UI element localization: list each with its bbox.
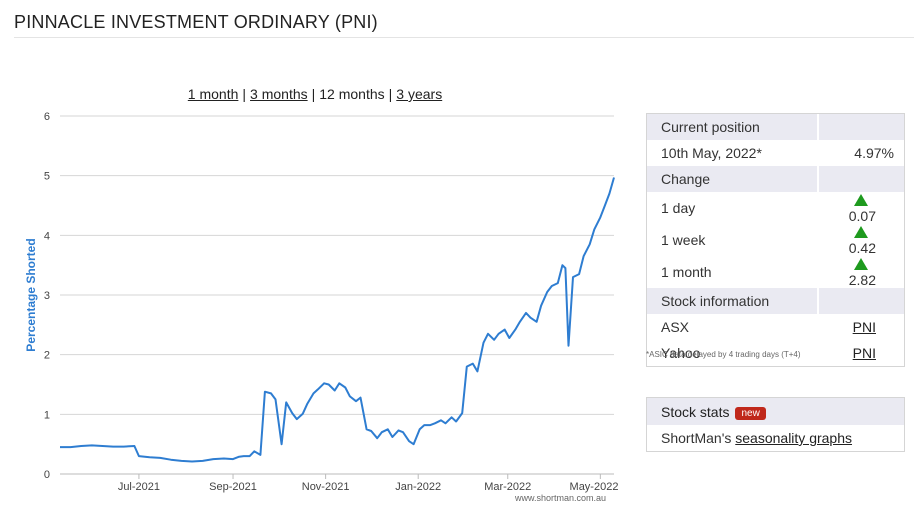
- header-filler: [818, 288, 904, 314]
- stock-info-row-yahoo: Yahoo PNI: [647, 340, 904, 366]
- short-percentage-line: [60, 177, 615, 463]
- header-filler: [818, 114, 904, 140]
- y-tick-label: 1: [44, 409, 50, 421]
- current-position-header: Current position: [647, 114, 904, 140]
- change-row-1-month: 1 month 2.82: [647, 256, 904, 288]
- change-period: 1 week: [661, 232, 706, 248]
- change-label: Change: [647, 166, 819, 192]
- change-value: 0.07: [848, 208, 876, 224]
- x-tick-label: Jul-2021: [118, 481, 160, 493]
- x-tick-label: May-2022: [570, 481, 619, 493]
- change-header: Change: [647, 166, 904, 192]
- y-tick-label: 5: [44, 171, 50, 183]
- up-arrow-icon: [854, 258, 868, 270]
- x-tick-label: Mar-2022: [484, 481, 531, 493]
- range-selector: 1 month | 3 months | 12 months | 3 years: [0, 86, 630, 102]
- delay-note: *ASIC data delayed by 4 trading days (T+…: [646, 350, 801, 359]
- asx-link[interactable]: PNI: [852, 319, 876, 335]
- y-tick-label: 0: [44, 469, 50, 481]
- x-tick-label: Nov-2021: [302, 481, 350, 493]
- range-12-months-current: 12 months: [319, 86, 385, 102]
- stock-stats-panel: Stock stats new ShortMan's seasonality gr…: [646, 397, 905, 452]
- short-position-chart: 0 1 2 3 4 5 6 Jul-2021 Sep-2021 Nov-2021 Jan-2022…: [24, 111, 619, 503]
- change-row-1-day: 1 day 0.07: [647, 192, 904, 224]
- current-position-row: 10th May, 2022* 4.97%: [647, 140, 904, 166]
- page-title: PINNACLE INVESTMENT ORDINARY (PNI): [14, 12, 378, 32]
- change-period: 1 month: [661, 264, 712, 280]
- change-value: 0.42: [848, 240, 876, 256]
- y-tick-label: 3: [44, 290, 50, 302]
- range-3-years-link[interactable]: 3 years: [396, 86, 443, 102]
- stock-information-header: Stock information: [647, 288, 904, 314]
- stock-stats-label: Stock stats: [661, 403, 730, 420]
- separator: |: [388, 86, 393, 102]
- stock-information-label: Stock information: [647, 288, 819, 314]
- stock-info-source: Yahoo: [661, 345, 701, 361]
- x-tick-label: Jan-2022: [395, 481, 441, 493]
- up-arrow-icon: [854, 226, 868, 238]
- x-axis-ticks: Jul-2021 Sep-2021 Nov-2021 Jan-2022 Mar-2022…: [118, 474, 619, 493]
- chart-series: [60, 177, 615, 463]
- range-3-months-text[interactable]: 3 months: [250, 86, 308, 102]
- position-panel: Current position 10th May, 2022* 4.97% C…: [646, 113, 905, 367]
- y-tick-label: 2: [44, 350, 50, 362]
- range-3-months-link[interactable]: 3 months: [250, 86, 308, 102]
- y-tick-label: 4: [44, 230, 50, 242]
- new-badge: new: [735, 406, 766, 420]
- y-tick-label: 6: [44, 111, 50, 123]
- range-1-month-link[interactable]: 1 month: [187, 86, 239, 102]
- x-tick-label: Sep-2021: [209, 481, 257, 493]
- separator: |: [242, 86, 247, 102]
- chart-watermark: www.shortman.com.au: [514, 493, 606, 503]
- seasonality-row: ShortMan's seasonality graphs: [647, 425, 904, 451]
- current-position-label: Current position: [647, 114, 819, 140]
- change-value: 2.82: [848, 272, 876, 288]
- y-axis-label: Percentage Shorted: [24, 238, 38, 351]
- change-period: 1 day: [661, 200, 696, 216]
- y-axis-ticks: 0 1 2 3 4 5 6: [44, 111, 50, 481]
- seasonality-prefix: ShortMan's: [661, 430, 736, 446]
- header-filler: [818, 166, 904, 192]
- stock-info-row-asx: ASX PNI: [647, 314, 904, 340]
- seasonality-graphs-link[interactable]: seasonality graphs: [735, 430, 853, 446]
- up-arrow-icon: [854, 194, 868, 206]
- chart-gridlines: [60, 115, 614, 475]
- change-row-1-week: 1 week 0.42: [647, 224, 904, 256]
- title-divider: [14, 37, 914, 38]
- position-value: 4.97%: [854, 145, 894, 161]
- stock-info-source: ASX: [661, 319, 690, 335]
- separator: |: [311, 86, 316, 102]
- yahoo-link[interactable]: PNI: [852, 345, 876, 361]
- position-date: 10th May, 2022*: [661, 145, 762, 161]
- stock-stats-header: Stock stats new: [647, 398, 904, 425]
